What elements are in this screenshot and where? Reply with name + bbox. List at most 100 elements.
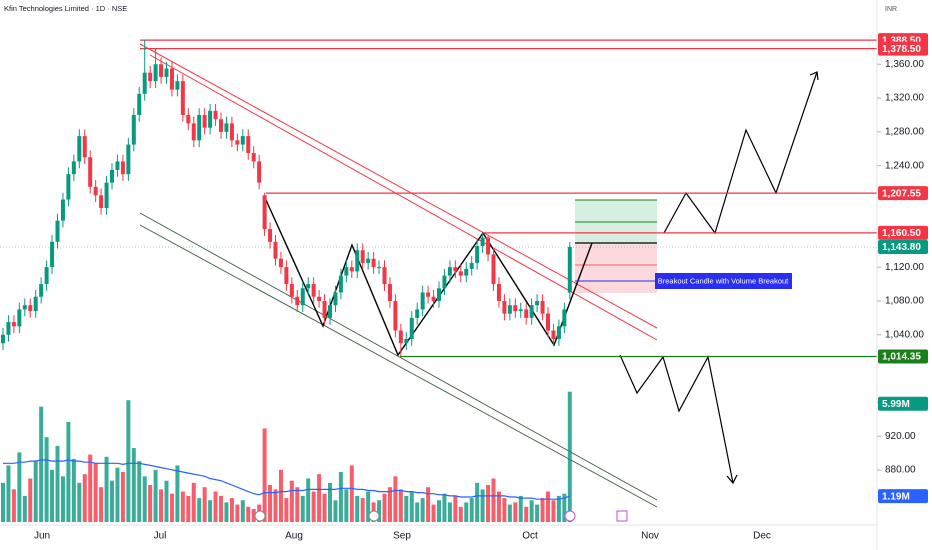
volume-bar <box>153 469 158 522</box>
candle-body <box>513 305 518 312</box>
volume-bar <box>513 502 518 522</box>
volume-bar <box>115 467 120 522</box>
candle-body <box>6 322 11 335</box>
volume-bar <box>202 487 207 522</box>
volume-bar <box>224 502 229 522</box>
candle-body <box>289 284 294 297</box>
candle-body <box>224 123 229 132</box>
candle-body <box>110 169 114 183</box>
volume-bar <box>447 502 452 522</box>
candle-body <box>229 123 234 141</box>
volume-bar <box>393 476 398 522</box>
volume-ma-line <box>3 459 571 500</box>
channel-line <box>149 54 658 341</box>
volume-bar <box>328 482 332 522</box>
volume-bar <box>22 495 27 522</box>
candle-body <box>458 271 463 276</box>
candle-body <box>377 267 382 269</box>
candle-body <box>104 182 109 208</box>
volume-bar <box>93 463 98 522</box>
volume-bar <box>458 506 463 522</box>
candle-body <box>197 114 202 141</box>
chart-title: Kfin Technologies Limited · 1D · NSE <box>4 4 127 13</box>
level-badge <box>878 186 928 201</box>
candle-body <box>447 267 452 276</box>
candle-body <box>404 339 409 344</box>
candle-body <box>567 247 572 293</box>
volume-label: 5.99M <box>882 399 910 410</box>
candle-body <box>82 136 87 158</box>
volume-bar <box>442 493 447 522</box>
volume-bar <box>529 500 534 522</box>
candle-body <box>420 292 425 310</box>
currency-label: INR <box>885 6 897 13</box>
candle-body <box>180 81 185 115</box>
candle-body <box>491 254 496 285</box>
volume-bar <box>284 498 289 522</box>
candle-body <box>33 296 38 312</box>
volume-bar <box>387 487 392 522</box>
volume-bar <box>491 478 496 522</box>
candle-body <box>88 157 93 187</box>
volume-bar <box>502 498 507 522</box>
y-tick-label: 1,280.00 <box>885 127 924 138</box>
volume-bar <box>131 448 136 522</box>
candle-body <box>469 262 474 269</box>
volume-bar <box>175 465 180 522</box>
candle-body <box>159 64 164 77</box>
candle-body <box>191 123 196 141</box>
candle-body <box>393 300 398 331</box>
volume-bar <box>273 489 278 522</box>
candle-body <box>556 326 561 340</box>
volume-bar <box>148 485 153 522</box>
volume-bar <box>535 504 540 522</box>
volume-bar <box>251 508 256 522</box>
volume-bar <box>480 489 485 522</box>
candle-body <box>366 258 371 263</box>
candle-body <box>524 309 529 318</box>
last-price-label: 1,143.80 <box>882 242 921 253</box>
volume-bar <box>219 495 223 522</box>
volume-bar <box>300 495 305 522</box>
candle-body <box>317 296 322 301</box>
candle-body <box>496 284 501 301</box>
volume-bar <box>60 476 65 522</box>
candle-body <box>398 330 403 344</box>
volume-bar <box>360 498 365 522</box>
volume-bar <box>349 465 354 522</box>
candle-body <box>235 140 240 145</box>
volume-bar <box>71 458 76 522</box>
candle-body <box>131 114 136 145</box>
candles <box>1 40 572 522</box>
candle-body <box>115 161 120 170</box>
x-tick-label: Aug <box>285 531 303 542</box>
candle-body <box>453 267 458 272</box>
candle-body <box>169 68 174 90</box>
candle-body <box>529 305 534 318</box>
candle-body <box>257 161 262 183</box>
x-tick-label: Dec <box>753 531 771 542</box>
volume-bar <box>229 498 234 522</box>
candle-body <box>387 284 392 301</box>
candle-body <box>349 267 354 272</box>
candle-body <box>268 229 273 242</box>
volume-bar <box>120 471 125 522</box>
volume-bar <box>556 495 561 522</box>
volume-bar <box>398 489 403 522</box>
candle-body <box>437 288 441 301</box>
candle-body <box>126 144 131 175</box>
candle-body <box>475 246 480 263</box>
x-tick-label: Oct <box>522 531 538 542</box>
candle-body <box>486 237 491 255</box>
candle-body <box>284 267 289 285</box>
candle-body <box>240 136 245 145</box>
candle-body <box>431 296 436 301</box>
volume-bar <box>409 491 414 522</box>
volume-bar <box>11 489 16 522</box>
volume-bar <box>208 500 213 522</box>
bullish-projection <box>663 71 818 235</box>
volume-bar <box>464 502 469 522</box>
candle-body <box>175 81 180 90</box>
level-label: 1,160.50 <box>882 228 921 239</box>
